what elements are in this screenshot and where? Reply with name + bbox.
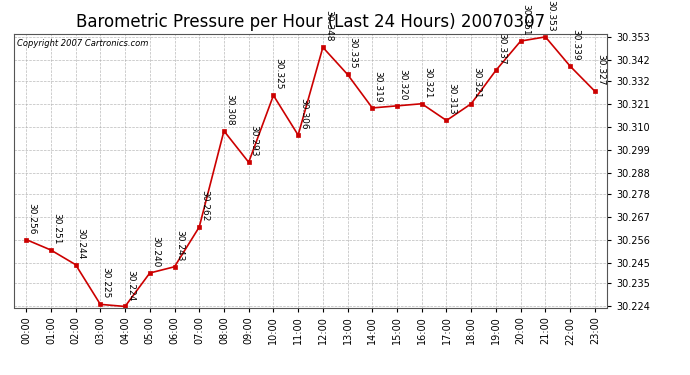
Text: 30.337: 30.337 xyxy=(497,33,506,65)
Text: 30.262: 30.262 xyxy=(200,190,209,222)
Text: 30.251: 30.251 xyxy=(52,213,61,244)
Text: 30.327: 30.327 xyxy=(596,54,605,86)
Text: 30.243: 30.243 xyxy=(175,230,184,261)
Text: 30.240: 30.240 xyxy=(151,236,160,267)
Text: 30.320: 30.320 xyxy=(398,69,407,100)
Text: Copyright 2007 Cartronics.com: Copyright 2007 Cartronics.com xyxy=(17,39,148,48)
Text: 30.319: 30.319 xyxy=(373,71,382,102)
Text: 30.353: 30.353 xyxy=(546,0,555,32)
Text: 30.321: 30.321 xyxy=(472,67,481,98)
Text: 30.335: 30.335 xyxy=(348,38,357,69)
Text: 30.348: 30.348 xyxy=(324,10,333,42)
Text: 30.313: 30.313 xyxy=(448,83,457,115)
Text: 30.225: 30.225 xyxy=(101,267,110,299)
Title: Barometric Pressure per Hour (Last 24 Hours) 20070307: Barometric Pressure per Hour (Last 24 Ho… xyxy=(76,13,545,31)
Text: 30.244: 30.244 xyxy=(77,228,86,259)
Text: 30.293: 30.293 xyxy=(250,125,259,157)
Text: 30.256: 30.256 xyxy=(27,202,36,234)
Text: 30.224: 30.224 xyxy=(126,270,135,301)
Text: 30.321: 30.321 xyxy=(423,67,432,98)
Text: 30.339: 30.339 xyxy=(571,29,580,61)
Text: 30.325: 30.325 xyxy=(275,58,284,90)
Text: 30.306: 30.306 xyxy=(299,98,308,129)
Text: 30.308: 30.308 xyxy=(225,94,234,125)
Text: 30.351: 30.351 xyxy=(522,4,531,36)
